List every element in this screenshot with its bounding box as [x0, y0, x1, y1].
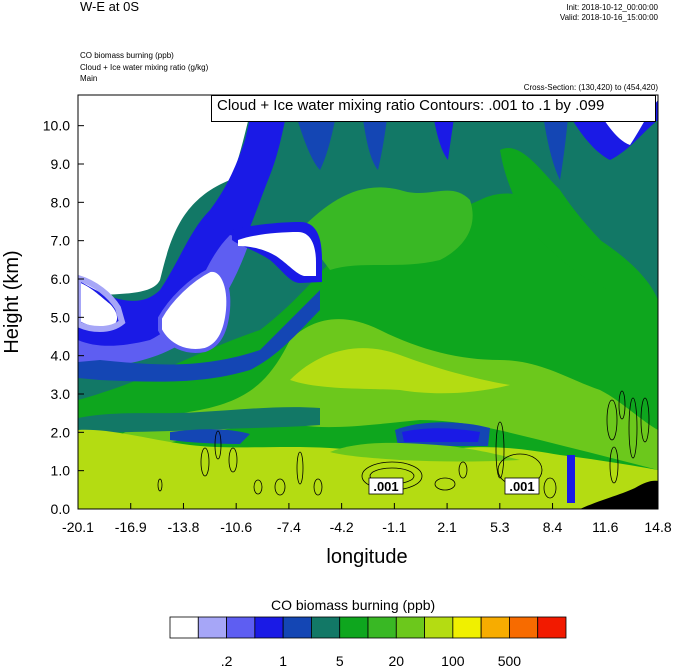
init-time: Init: 2018-10-12_00:00:00 [566, 3, 658, 12]
page-title: W-E at 0S [80, 0, 140, 14]
cross-section-label: Cross-Section: (130,420) to (454,420) [523, 83, 658, 92]
colorbar-swatch [226, 616, 256, 639]
valid-time: Valid: 2018-10-16_15:00:00 [559, 13, 658, 22]
colorbar-swatch [311, 616, 341, 639]
field-notch-white [238, 232, 316, 276]
field-blue-light-1 [78, 235, 250, 368]
inline-label-box-1 [368, 477, 404, 495]
colorbar-swatch [282, 616, 312, 639]
colorbar-swatch [452, 616, 482, 639]
y-tick-label: 3.0 [51, 386, 71, 402]
field-white-upper-left [78, 95, 255, 300]
x-tick-label: -13.8 [167, 519, 199, 535]
colorbar-swatch [480, 616, 510, 639]
colorbar-swatch [367, 616, 397, 639]
colorbar-label: 20 [388, 653, 404, 667]
colorbar [169, 616, 567, 639]
field-lower-teal [78, 407, 320, 434]
colorbar-swatch [339, 616, 369, 639]
field-green-2 [500, 148, 620, 290]
y-tick-label: 7.0 [51, 233, 71, 249]
x-tick-label: -10.6 [220, 519, 252, 535]
terrain [580, 480, 658, 509]
field-lower-blue-1 [170, 429, 250, 444]
axis-ticks [77, 125, 659, 510]
inline-label-1: .001 [373, 479, 398, 494]
x-tick-label: -20.1 [62, 519, 94, 535]
y-tick-label: 8.0 [51, 194, 71, 210]
x-tick-label: -16.9 [115, 519, 147, 535]
y-tick-label: 1.0 [51, 463, 71, 479]
colorbar-title: CO biomass burning (ppb) [271, 597, 436, 613]
field-mid-green-1 [300, 187, 473, 270]
colorbar-swatch [509, 616, 539, 639]
field-lavender-ring [78, 274, 126, 332]
colorbar-label: 5 [336, 653, 344, 667]
field-lightyellow-1 [290, 348, 510, 394]
y-tick-label: 9.0 [51, 156, 71, 172]
contour-info-label: Cloud + Ice water mixing ratio Contours:… [217, 97, 605, 114]
x-tick-label: 8.4 [543, 519, 563, 535]
field-main-label: Main [80, 74, 98, 83]
field-blue-band [78, 290, 320, 382]
y-tick-label: 10.0 [43, 118, 70, 134]
field-white-left [78, 282, 118, 328]
y-tick-label: 4.0 [51, 348, 71, 364]
colorbar-swatch [537, 616, 567, 639]
contour-info-box [211, 95, 656, 122]
colorbar-labels: .2 1 5 20 100 500 [221, 653, 522, 667]
x-axis-label: longitude [326, 546, 407, 568]
inline-label-box-2 [504, 477, 540, 495]
axis-tick-labels: 0.0 1.0 2.0 3.0 4.0 5.0 6.0 7.0 8.0 9.0 10.0 -20.1 -… [43, 118, 672, 535]
x-tick-label: 11.6 [592, 519, 618, 535]
field-co-label: CO biomass burning (ppb) [80, 51, 174, 60]
colorbar-swatch [424, 616, 454, 639]
x-tick-label: 5.3 [490, 519, 510, 535]
colorbar-swatch [395, 616, 425, 639]
x-tick-label: 14.8 [644, 519, 671, 535]
colorbar-swatch [169, 616, 199, 639]
y-tick-label: 5.0 [51, 309, 71, 325]
field-surface-blue-streak [567, 455, 575, 503]
colorbar-swatch [197, 616, 227, 639]
x-tick-label: -1.1 [382, 519, 406, 535]
x-tick-label: -7.4 [277, 519, 301, 535]
field-cloud-label: Cloud + Ice water mixing ratio (g/kg) [80, 63, 209, 72]
heatmap-field [78, 95, 658, 509]
inline-label-2: .001 [509, 479, 534, 494]
y-tick-label: 2.0 [51, 424, 71, 440]
field-surface-mid [330, 442, 520, 462]
colorbar-swatch [254, 616, 284, 639]
field-lower-blue-3 [402, 428, 480, 442]
colorbar-label: 100 [441, 653, 465, 667]
x-tick-label: -4.2 [330, 519, 354, 535]
y-tick-label: 0.0 [51, 501, 71, 517]
field-white-hole [160, 269, 229, 351]
x-tick-label: 2.1 [437, 519, 457, 535]
field-surface-yellowgreen-2 [78, 465, 560, 509]
colorbar-label: 500 [498, 653, 522, 667]
y-axis-label: Height (km) [1, 250, 23, 353]
colorbar-label: .2 [221, 653, 233, 667]
field-yellowgreen [78, 319, 658, 480]
cloud-contours [157, 390, 650, 499]
field-white-hole-edge [158, 267, 231, 353]
colorbar-label: 1 [279, 653, 287, 667]
y-tick-label: 6.0 [51, 271, 71, 287]
